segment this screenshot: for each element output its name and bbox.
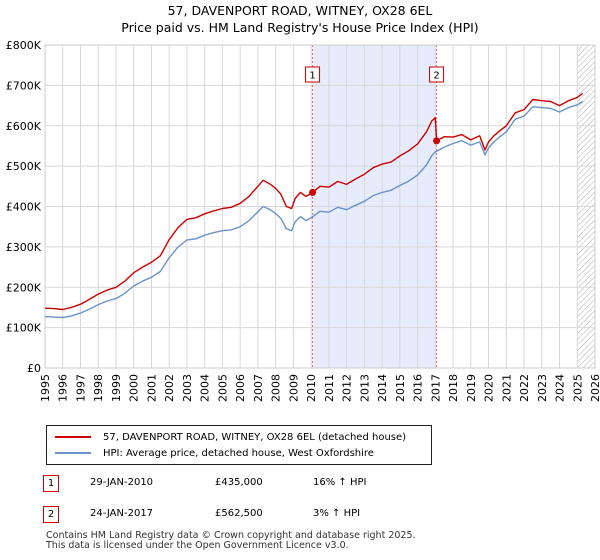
- x-tick-label: 2014: [376, 374, 389, 402]
- x-tick-label: 2013: [358, 374, 371, 402]
- legend-label-property: 57, DAVENPORT ROAD, WITNEY, OX28 6EL (de…: [103, 431, 407, 443]
- x-tick-label: 2005: [216, 374, 229, 402]
- x-tick-label: 2026: [589, 374, 600, 402]
- x-tick-label: 2001: [145, 374, 158, 402]
- x-tick-label: 1999: [110, 374, 123, 402]
- footer: Contains HM Land Registry data © Crown c…: [46, 531, 416, 551]
- chart-title-line2: Price paid vs. HM Land Registry's House …: [121, 20, 479, 35]
- y-tick-label: £500K: [6, 160, 42, 173]
- sale-point: [309, 188, 317, 196]
- sale-hpi-change: 16% ↑ HPI: [313, 477, 367, 488]
- sale-date: 29-JAN-2010: [90, 477, 154, 488]
- x-tick-label: 2018: [447, 374, 460, 402]
- x-tick-label: 2016: [412, 374, 425, 402]
- sale-date: 24-JAN-2017: [90, 508, 154, 519]
- x-tick-label: 2024: [554, 374, 567, 402]
- x-tick-label: 2000: [128, 374, 141, 402]
- x-tick-label: 1995: [39, 374, 52, 402]
- x-tick-label: 1997: [74, 374, 87, 402]
- x-tick-label: 2012: [341, 374, 354, 402]
- footer-copyright: Contains HM Land Registry data © Crown c…: [46, 530, 416, 541]
- x-tick-label: 2023: [536, 374, 549, 402]
- footer-licence: This data is licensed under the Open Gov…: [46, 540, 349, 551]
- x-tick-label: 2015: [394, 374, 407, 402]
- sale-badge: 1: [43, 475, 59, 492]
- legend-item-property: 57, DAVENPORT ROAD, WITNEY, OX28 6EL (de…: [55, 430, 406, 444]
- sale-hpi-change: 3% ↑ HPI: [313, 508, 361, 519]
- y-tick-label: £700K: [6, 79, 42, 92]
- y-tick-label: £0: [27, 362, 41, 375]
- legend-label-hpi: HPI: Average price, detached house, West…: [103, 447, 374, 459]
- x-tick-label: 2009: [287, 374, 300, 402]
- x-tick-label: 1996: [57, 374, 70, 402]
- x-tick-label: 2011: [323, 374, 336, 402]
- x-tick-label: 1998: [92, 374, 105, 402]
- sale-marker-box: [429, 66, 445, 83]
- chart-legend: 57, DAVENPORT ROAD, WITNEY, OX28 6EL (de…: [46, 425, 432, 465]
- x-tick-label: 2017: [429, 374, 442, 402]
- sale-marker-label: 1: [309, 71, 315, 82]
- y-tick-label: £400K: [6, 201, 42, 214]
- x-tick-label: 2008: [270, 374, 283, 402]
- sale-marker-box: [305, 66, 321, 83]
- chart-title-line1: 57, DAVENPORT ROAD, WITNEY, OX28 6EL: [167, 3, 433, 18]
- series-line: [44, 100, 583, 319]
- sale-price: £435,000: [215, 477, 263, 488]
- x-tick-label: 2021: [500, 374, 513, 402]
- x-tick-label: 2022: [518, 374, 531, 402]
- sale-row: 2 24-JAN-2017 £562,500 3% ↑ HPI: [0, 505, 600, 525]
- x-tick-label: 2010: [305, 374, 318, 402]
- chart-title: 57, DAVENPORT ROAD, WITNEY, OX28 6EL Pri…: [0, 2, 600, 36]
- x-tick-label: 2004: [199, 374, 212, 402]
- x-tick-label: 2020: [483, 374, 496, 402]
- x-tick-label: 2006: [234, 374, 247, 402]
- sale-row: 1 29-JAN-2010 £435,000 16% ↑ HPI: [0, 474, 600, 494]
- legend-swatch-property: [55, 436, 91, 438]
- y-tick-label: £300K: [6, 241, 42, 254]
- x-tick-label: 2025: [571, 374, 584, 402]
- price-chart: £0 £100K £200K £300K £400K £500K £600K £700K £80…: [6, 39, 600, 402]
- sale-marker-label: 2: [433, 71, 439, 82]
- legend-item-hpi: HPI: Average price, detached house, West…: [55, 446, 374, 460]
- y-tick-label: £600K: [6, 120, 42, 133]
- x-tick-label: 2019: [465, 374, 478, 402]
- y-tick-label: £100K: [6, 322, 42, 335]
- legend-swatch-hpi: [55, 452, 91, 454]
- sale-point: [433, 137, 441, 145]
- sale-price: £562,500: [215, 508, 263, 519]
- x-tick-label: 2002: [163, 374, 176, 402]
- plot-frame: [44, 44, 596, 369]
- y-tick-label: £200K: [6, 281, 42, 294]
- y-tick-label: £800K: [6, 39, 42, 52]
- x-tick-label: 2007: [252, 374, 265, 402]
- sale-badge: 2: [43, 506, 59, 523]
- x-tick-label: 2003: [181, 374, 194, 402]
